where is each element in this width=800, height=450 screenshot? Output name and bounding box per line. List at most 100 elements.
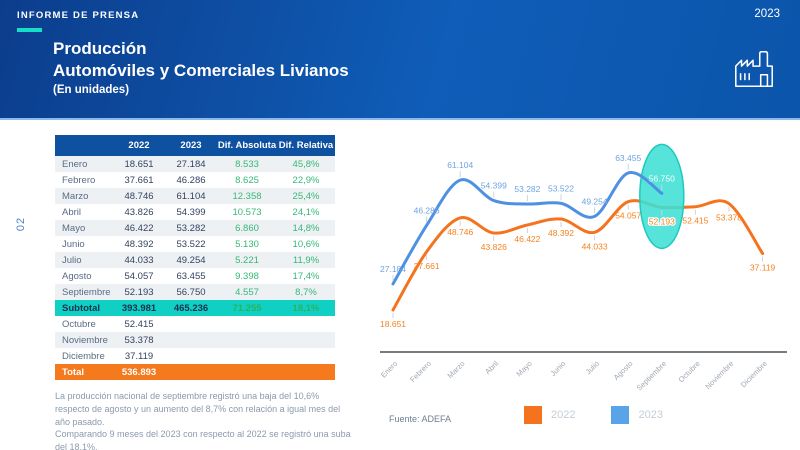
series-2022-line <box>391 199 765 312</box>
cell-dif_abs: 8.533 <box>217 156 277 172</box>
data-label-2022-7: 54.057 <box>615 211 641 221</box>
cell-label: Febrero <box>55 172 113 188</box>
page-units: (En unidades) <box>53 84 130 96</box>
cell-dif_abs: 10.573 <box>217 204 277 220</box>
cell-label: Total <box>55 364 113 380</box>
data-label-2022-0: 18.651 <box>380 319 406 329</box>
production-table: 2022 2023 Dif. Absoluta Dif. Relativa Enero… <box>55 135 335 380</box>
cell-y2023: 61.104 <box>165 188 217 204</box>
cell-label: Abril <box>55 204 113 220</box>
kicker-dash <box>17 28 42 32</box>
cell-dif_rel <box>277 348 335 364</box>
cell-y2023: 53.282 <box>165 220 217 236</box>
legend-swatch-2023 <box>611 406 630 424</box>
cell-y2022: 44.033 <box>113 252 165 268</box>
cell-y2022: 393.981 <box>113 300 165 316</box>
table-header-row: 2022 2023 Dif. Absoluta Dif. Relativa <box>55 135 335 156</box>
data-label-2022-2: 48.746 <box>447 227 473 237</box>
report-kicker: INFORME DE PRENSA <box>17 10 140 21</box>
month-label-noviembre: Noviembre <box>703 359 735 391</box>
cell-dif_rel: 14,8% <box>277 220 335 236</box>
footnote-text: La producción nacional de septiembre reg… <box>55 391 351 450</box>
cell-y2022: 52.415 <box>113 316 165 332</box>
cell-label: Mayo <box>55 220 113 236</box>
data-label-2023-8: 56.750 <box>649 173 675 183</box>
table-row-diciembre: Diciembre 37.119 <box>55 348 335 364</box>
cell-y2022: 48.746 <box>113 188 165 204</box>
cell-dif_rel: 18,1% <box>277 300 335 316</box>
month-label-enero: Enero <box>379 359 400 380</box>
cell-label: Diciembre <box>55 348 113 364</box>
legend-label-2022: 2022 <box>551 409 576 421</box>
production-table-body: Enero 18.651 27.184 8.533 45,8% Febrero 37.661… <box>55 156 335 380</box>
cell-dif_rel <box>277 364 335 380</box>
cell-y2023: 49.254 <box>165 252 217 268</box>
month-label-febrero: Febrero <box>408 359 433 384</box>
cell-label: Octubre <box>55 316 113 332</box>
column-header-0 <box>55 135 113 156</box>
data-label-2023-6: 49.254 <box>582 196 608 206</box>
cell-label: Junio <box>55 236 113 252</box>
cell-y2023: 27.184 <box>165 156 217 172</box>
column-header-2: 2023 <box>165 135 217 156</box>
cell-dif_abs: 5.221 <box>217 252 277 268</box>
chart-panel: Enero Febrero Marzo Abril Mayo Junio Julio Agos… <box>372 142 792 410</box>
cell-dif_abs: 12.358 <box>217 188 277 204</box>
cell-dif_abs <box>217 316 277 332</box>
cell-y2022: 48.392 <box>113 236 165 252</box>
month-label-mayo: Mayo <box>514 359 533 378</box>
month-label-agosto: Agosto <box>612 359 635 382</box>
cell-dif_abs: 9.398 <box>217 268 277 284</box>
cell-y2023: 56.750 <box>165 284 217 300</box>
cell-y2022: 54.057 <box>113 268 165 284</box>
cell-y2022: 18.651 <box>113 156 165 172</box>
title-block: Producción Automóviles y Comerciales Liv… <box>53 38 349 96</box>
chart-legend: 2022 2023 <box>524 406 663 424</box>
cell-y2022: 43.826 <box>113 204 165 220</box>
data-label-2022-8: 52.193 <box>649 216 675 226</box>
data-label-2022-3: 43.826 <box>481 242 507 252</box>
september-highlight-ellipse <box>639 143 685 250</box>
cell-dif_rel: 8,7% <box>277 284 335 300</box>
cell-y2022: 37.661 <box>113 172 165 188</box>
data-label-2023-0: 27.184 <box>380 264 406 274</box>
source-label: Fuente: ADEFA <box>389 414 452 424</box>
cell-y2023: 46.286 <box>165 172 217 188</box>
table-row-junio: Junio 48.392 53.522 5.130 10,6% <box>55 236 335 252</box>
cell-y2023 <box>165 364 217 380</box>
table-row-octubre: Octubre 52.415 <box>55 316 335 332</box>
cell-label: Julio <box>55 252 113 268</box>
cell-dif_rel: 11,9% <box>277 252 335 268</box>
month-label-julio: Julio <box>584 359 601 376</box>
cell-label: Subtotal <box>55 300 113 316</box>
production-table-panel: 2022 2023 Dif. Absoluta Dif. Relativa Enero… <box>55 135 335 380</box>
data-label-2022-6: 44.033 <box>582 241 608 251</box>
table-row-enero: Enero 18.651 27.184 8.533 45,8% <box>55 156 335 172</box>
cell-y2023: 53.522 <box>165 236 217 252</box>
cell-y2023 <box>165 332 217 348</box>
legend-swatch-2022 <box>524 406 542 424</box>
cell-dif_rel: 25,4% <box>277 188 335 204</box>
month-label-junio: Junio <box>548 359 567 378</box>
table-row-noviembre: Noviembre 53.378 <box>55 332 335 348</box>
page-number: 02 <box>15 216 27 232</box>
cell-y2023: 54.399 <box>165 204 217 220</box>
column-header-3: Dif. Absoluta <box>217 135 277 156</box>
column-header-4: Dif. Relativa <box>277 135 335 156</box>
page-subtitle: Automóviles y Comerciales Livianos <box>53 61 349 80</box>
month-label-octubre: Octubre <box>677 359 702 384</box>
table-row-julio: Julio 44.033 49.254 5.221 11,9% <box>55 252 335 268</box>
cell-dif_rel: 22,9% <box>277 172 335 188</box>
cell-y2023 <box>165 348 217 364</box>
cell-dif_abs: 71.255 <box>217 300 277 316</box>
production-chart: Enero Febrero Marzo Abril Mayo Junio Julio Agos… <box>379 143 787 393</box>
cell-dif_abs: 4.557 <box>217 284 277 300</box>
cell-dif_rel: 45,8% <box>277 156 335 172</box>
legend-label-2023: 2023 <box>638 409 663 421</box>
cell-y2022: 52.193 <box>113 284 165 300</box>
cell-dif_abs <box>217 332 277 348</box>
cell-y2023 <box>165 316 217 332</box>
month-label-septiembre: Septiembre <box>635 359 668 392</box>
header-band: INFORME DE PRENSA 2023 Producción Automó… <box>0 0 800 120</box>
cell-y2022: 53.378 <box>113 332 165 348</box>
